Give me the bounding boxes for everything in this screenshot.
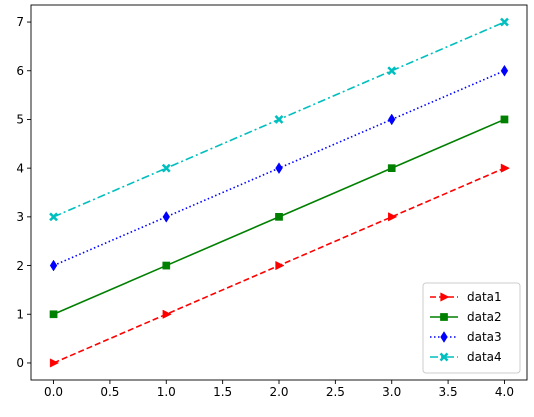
legend-label-data2: data2 <box>467 310 502 324</box>
y-tick-label: 5 <box>16 113 24 127</box>
x-tick-label: 0.5 <box>100 385 119 399</box>
data-point-data3-0 <box>49 259 58 272</box>
y-tick-label: 6 <box>16 64 24 78</box>
series-data1 <box>49 163 511 368</box>
data-point-data4-4 <box>499 17 509 27</box>
series-line-data3 <box>53 70 505 267</box>
legend-entry-data2: data2 <box>430 310 502 324</box>
x-tick-label: 3.0 <box>382 385 401 399</box>
data-point-data2-0 <box>49 310 58 319</box>
data-point-data3-2 <box>275 162 283 175</box>
data-point-data1-4 <box>500 163 511 173</box>
data-point-data4-3 <box>387 66 397 76</box>
y-tick-label: 7 <box>16 15 24 29</box>
legend-entry-data4: data4 <box>430 350 502 364</box>
x-tick-label: 1.5 <box>213 385 232 399</box>
y-tick-label: 4 <box>16 161 24 175</box>
data-point-data3-1 <box>162 210 170 223</box>
series-data4 <box>49 17 509 222</box>
data-point-data1-3 <box>388 212 398 222</box>
y-tick-label: 1 <box>16 307 24 321</box>
legend-label-data3: data3 <box>467 330 502 344</box>
y-tick-label: 3 <box>16 210 24 224</box>
data-point-data2-3 <box>387 164 396 172</box>
data-point-data4-2 <box>274 114 284 124</box>
data-point-data1-1 <box>162 309 172 319</box>
x-tick-label: 2.0 <box>269 385 288 399</box>
legend-marker-data2 <box>440 313 448 321</box>
legend-box <box>422 282 521 374</box>
legend-label-data4: data4 <box>467 350 502 364</box>
data-point-data4-1 <box>161 163 171 173</box>
y-tick-label: 2 <box>16 259 24 273</box>
series-data2 <box>49 115 509 319</box>
legend-marker-data3 <box>440 331 448 343</box>
y-tick-label: 0 <box>16 356 24 370</box>
legend-entry-data1: data1 <box>430 290 502 304</box>
legend-entry-data3: data3 <box>430 330 502 344</box>
series-data3 <box>49 64 509 272</box>
data-point-data2-4 <box>500 115 509 124</box>
data-point-data1-0 <box>49 358 60 368</box>
legend-marker-data4 <box>439 352 449 362</box>
legend-label-data1: data1 <box>467 290 502 304</box>
data-point-data3-3 <box>388 113 396 126</box>
x-tick-label: 1.0 <box>157 385 176 399</box>
x-tick-label: 4.0 <box>495 385 514 399</box>
plot-layer <box>49 17 511 368</box>
legend: data1 data2 data3 data4 <box>422 282 521 374</box>
data-point-data2-1 <box>162 261 171 270</box>
legend-marker-data1 <box>440 292 450 302</box>
data-point-data4-0 <box>49 212 59 222</box>
x-tick-label: 3.5 <box>439 385 458 399</box>
axes-layer: 0.0 0.5 1.0 1.5 2.0 2.5 3.0 3.5 4.0 0 1 2 3 4 5 6 7 <box>16 4 528 399</box>
x-tick-label: 0.0 <box>44 385 63 399</box>
data-point-data2-2 <box>275 213 283 221</box>
x-tick-label: 2.5 <box>326 385 345 399</box>
data-point-data3-4 <box>500 64 509 77</box>
data-point-data1-2 <box>275 260 285 271</box>
